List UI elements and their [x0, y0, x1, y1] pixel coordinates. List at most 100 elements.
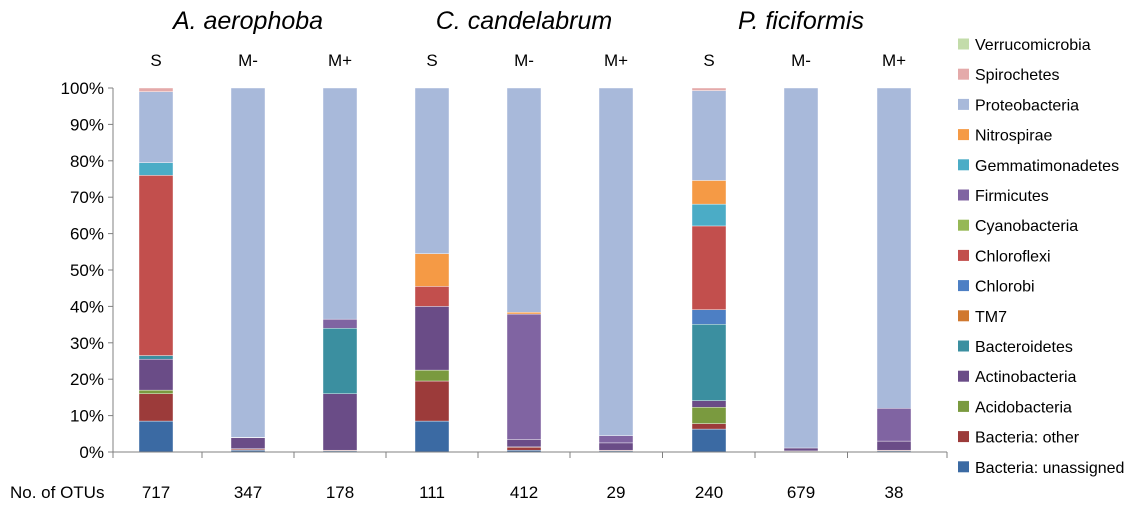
legend-swatch [958, 189, 969, 201]
bar-column-2 [230, 87, 266, 453]
otu-count: 240 [695, 483, 723, 502]
legend-swatch [958, 340, 969, 352]
bar-segment-chlorobi [691, 309, 727, 325]
bar-segment-spirochetes [691, 87, 727, 91]
bar-segment-firmicutes [876, 408, 912, 442]
y-tick-label: 70% [70, 188, 104, 207]
legend-label: TM7 [975, 309, 1007, 326]
y-tick-label: 10% [70, 407, 104, 426]
legend-swatch [958, 370, 969, 382]
legend-label: Spirochetes [975, 67, 1060, 84]
legend-swatch [958, 280, 969, 292]
legend-label: Chloroflexi [975, 248, 1051, 265]
legend: Verrucomicrobia Spirochetes Proteobacteria… [958, 37, 1124, 477]
bar-column-4 [414, 87, 450, 453]
bar-segment-actinobacteria [138, 358, 174, 391]
bar-segment-proteobacteria [230, 87, 266, 438]
y-tick-label: 100% [61, 79, 104, 98]
group-title: C. candelabrum [436, 7, 612, 35]
bar-segment-bacteroidetes [138, 355, 174, 360]
bar-segment-bacteria-other [506, 447, 542, 451]
legend-item: Chlorobi [958, 279, 1035, 296]
bar-segment-firmicutes [506, 313, 542, 440]
otu-count: 38 [885, 483, 904, 502]
legend-swatch [958, 219, 969, 231]
sample-type-label: S [426, 51, 437, 70]
sample-type-label: M+ [604, 51, 628, 70]
legend-swatch [958, 68, 969, 80]
bar-segment-nitrospirae [414, 253, 450, 287]
bar-segment-proteobacteria [506, 87, 542, 313]
bar-segment-actinobacteria [783, 447, 819, 452]
bar-segment-actinobacteria [598, 442, 634, 451]
legend-label: Cyanobacteria [975, 218, 1078, 235]
bar-segment-firmicutes [598, 435, 634, 444]
legend-swatch [958, 38, 969, 50]
sample-type-label: M+ [328, 51, 352, 70]
legend-swatch [958, 98, 969, 110]
legend-item: Bacteroidetes [958, 339, 1073, 356]
bar-segment-bacteria-unassigned [414, 420, 450, 453]
bar-segment-nitrospirae [691, 180, 727, 205]
sample-type-label: M- [791, 51, 811, 70]
legend-label: Chlorobi [975, 279, 1035, 296]
bar-column-1 [138, 87, 174, 453]
bars [138, 87, 912, 453]
y-tick-label: 20% [70, 370, 104, 389]
bar-segment-nitrospirae [506, 312, 542, 315]
bar-segment-actinobacteria [691, 400, 727, 408]
otu-count: 412 [510, 483, 538, 502]
bar-segment-actinobacteria [230, 437, 266, 449]
legend-label: Bacteroidetes [975, 339, 1073, 356]
bar-segment-bacteroidetes [691, 324, 727, 401]
legend-swatch [958, 431, 969, 443]
y-tick-label: 40% [70, 297, 104, 316]
sample-type-label: S [703, 51, 714, 70]
legend-label: Gemmatimonadetes [975, 158, 1119, 175]
bar-segment-proteobacteria [783, 87, 819, 449]
group-titles: A. aerophoba C. candelabrum P. ficiformis [171, 7, 864, 35]
group-title: P. ficiformis [738, 7, 864, 35]
legend-swatch [958, 400, 969, 412]
otu-count: 679 [787, 483, 815, 502]
y-tick-label: 30% [70, 334, 104, 353]
legend-label: Actinobacteria [975, 369, 1076, 386]
otu-count-row: No. of OTUs 717 347 178 111 412 29 240 679 38 [10, 483, 903, 502]
bar-segment-bacteria-other [414, 380, 450, 422]
bar-segment-gemmatimonadetes [691, 203, 727, 227]
bar-segment-proteobacteria [414, 87, 450, 254]
bar-segment-proteobacteria [876, 87, 912, 409]
legend-item: Nitrospirae [958, 128, 1052, 145]
bar-segment-firmicutes [322, 318, 358, 329]
bar-column-8 [783, 87, 819, 453]
legend-item: Gemmatimonadetes [958, 158, 1119, 175]
bar-segment-bacteria-unassigned [691, 428, 727, 453]
legend-item: Bacteria: other [958, 430, 1080, 447]
legend-item: Actinobacteria [958, 369, 1076, 386]
otu-count: 111 [419, 483, 445, 502]
legend-item: Firmicutes [958, 188, 1049, 205]
bar-segment-proteobacteria [322, 87, 358, 320]
bar-segment-bacteria-unassigned [138, 420, 174, 453]
bar-segment-proteobacteria [691, 90, 727, 181]
bar-segment-gemmatimonadetes [138, 162, 174, 176]
sample-type-labels: S M- M+ S M- M+ S M- M+ [150, 51, 906, 70]
bar-segment-bacteria-other [691, 423, 727, 430]
bar-segment-actinobacteria [414, 306, 450, 371]
bar-segment-chloroflexi [414, 286, 450, 307]
legend-item: Verrucomicrobia [958, 37, 1091, 54]
legend-label: Verrucomicrobia [975, 37, 1091, 54]
otu-count: 29 [607, 483, 626, 502]
legend-item: Cyanobacteria [958, 218, 1078, 235]
y-tick-label: 80% [70, 152, 104, 171]
bar-segment-bacteria-other [138, 393, 174, 422]
legend-item: Spirochetes [958, 67, 1060, 84]
legend-label: Bacteria: other [975, 430, 1080, 447]
sample-type-label: M- [238, 51, 258, 70]
bar-segment-actinobacteria [322, 393, 358, 451]
legend-label: Proteobacteria [975, 97, 1079, 114]
sample-type-label: M+ [882, 51, 906, 70]
y-axis: 0% 10% 20% 30% 40% 50% 60% 70% 80% 90% 100% [61, 79, 114, 462]
legend-swatch [958, 249, 969, 261]
legend-swatch [958, 310, 969, 322]
